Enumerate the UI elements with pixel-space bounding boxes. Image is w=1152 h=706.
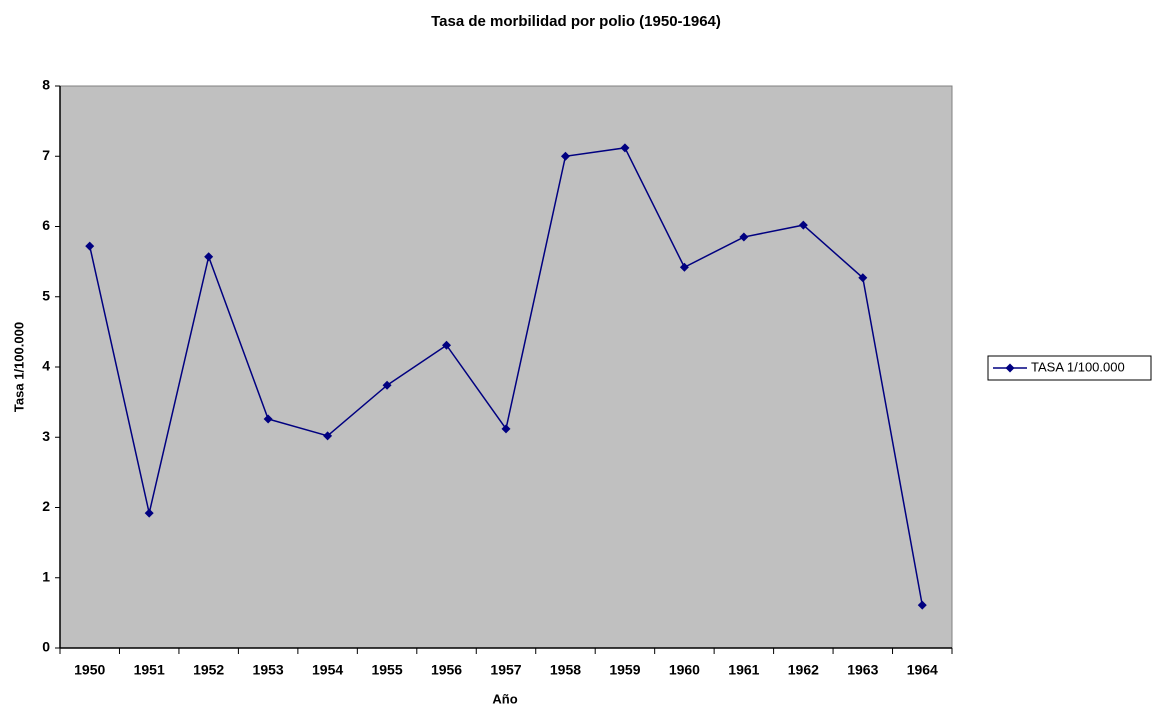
x-tick-label: 1953 xyxy=(253,662,284,678)
data-point xyxy=(144,508,154,518)
x-tick-label: 1961 xyxy=(728,662,759,678)
x-tick-label: 1960 xyxy=(669,662,700,678)
x-tick-label: 1955 xyxy=(371,662,402,678)
data-point xyxy=(323,431,333,441)
data-point xyxy=(620,143,630,153)
x-tick-label: 1964 xyxy=(907,662,938,678)
x-axis-label: Año xyxy=(492,691,517,706)
plot-area xyxy=(59,85,953,649)
y-tick-label: 0 xyxy=(42,639,50,655)
y-axis-label: Tasa 1/100.000 xyxy=(11,322,26,412)
x-tick-label: 1958 xyxy=(550,662,581,678)
x-tick-label: 1950 xyxy=(74,662,105,678)
y-tick-label: 4 xyxy=(42,358,50,374)
chart-title: Tasa de morbilidad por polio (1950-1964) xyxy=(431,13,721,30)
x-tick-label: 1954 xyxy=(312,662,343,678)
data-point xyxy=(679,262,689,272)
data-point xyxy=(382,380,392,390)
data-point xyxy=(917,600,927,610)
data-point xyxy=(501,424,511,434)
x-tick-label: 1952 xyxy=(193,662,224,678)
data-point xyxy=(204,252,214,262)
data-point xyxy=(263,414,273,424)
data-point xyxy=(85,241,95,251)
y-tick-label: 2 xyxy=(42,498,50,514)
x-tick-label: 1957 xyxy=(490,662,521,678)
x-tick-label: 1956 xyxy=(431,662,462,678)
x-tick-label: 1951 xyxy=(134,662,165,678)
y-tick-label: 6 xyxy=(42,217,50,233)
data-point xyxy=(560,151,570,161)
data-point xyxy=(739,232,749,242)
y-tick-label: 8 xyxy=(42,77,50,93)
legend-marker xyxy=(1005,363,1015,373)
y-tick-label: 1 xyxy=(42,568,50,584)
x-tick-label: 1959 xyxy=(609,662,640,678)
y-tick-label: 3 xyxy=(42,428,50,444)
data-point xyxy=(442,340,452,350)
legend-label: TASA 1/100.000 xyxy=(1031,359,1125,374)
x-tick-label: 1962 xyxy=(788,662,819,678)
y-tick-label: 5 xyxy=(42,287,50,303)
y-tick-label: 7 xyxy=(42,147,50,163)
data-point xyxy=(858,273,868,283)
x-tick-label: 1963 xyxy=(847,662,878,678)
data-point xyxy=(798,220,808,230)
